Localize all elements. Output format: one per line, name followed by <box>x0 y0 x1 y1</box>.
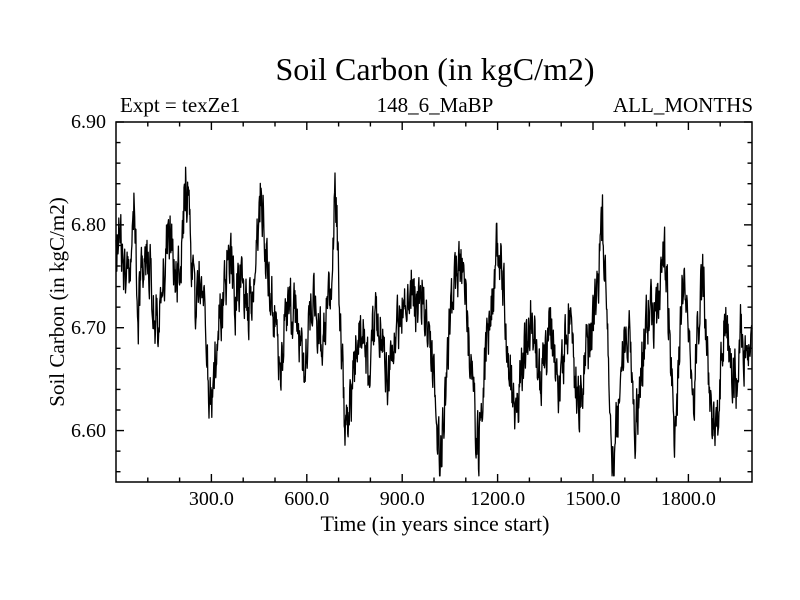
y-tick-label: 6.90 <box>71 111 106 133</box>
x-tick-label: 1200.0 <box>470 488 526 510</box>
dataset-label: 148_6_MaBP <box>376 93 494 117</box>
x-tick-label: 1500.0 <box>565 488 621 510</box>
experiment-label: Expt = texZe1 <box>120 93 241 117</box>
y-tick-label: 6.80 <box>71 213 106 236</box>
data-series-line <box>115 166 753 477</box>
months-label: ALL_MONTHS <box>613 93 753 117</box>
x-tick-label: 300.0 <box>188 488 234 510</box>
y-tick-label: 6.70 <box>71 316 106 339</box>
y-tick-label: 6.60 <box>71 419 106 442</box>
chart-title: Soil Carbon (in kgC/m2) <box>275 51 595 87</box>
x-axis-label: Time (in years since start) <box>320 511 550 536</box>
x-tick-label: 1800.0 <box>660 488 716 510</box>
axis-ticks <box>116 121 752 482</box>
x-tick-label: 600.0 <box>284 488 330 510</box>
x-tick-label: 900.0 <box>379 488 425 510</box>
